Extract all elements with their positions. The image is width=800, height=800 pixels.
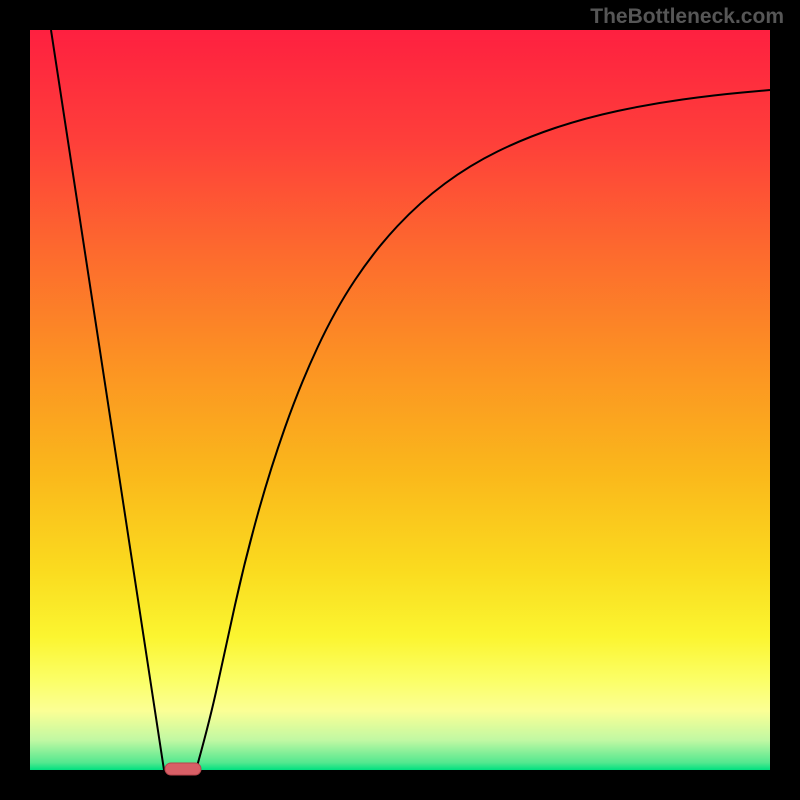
minimum-marker <box>165 763 201 775</box>
chart-container: TheBottleneck.com <box>0 0 800 800</box>
watermark-text: TheBottleneck.com <box>590 5 784 29</box>
curve-layer <box>0 0 800 800</box>
curve-right-path <box>196 90 770 770</box>
curve-left-line <box>51 30 164 770</box>
